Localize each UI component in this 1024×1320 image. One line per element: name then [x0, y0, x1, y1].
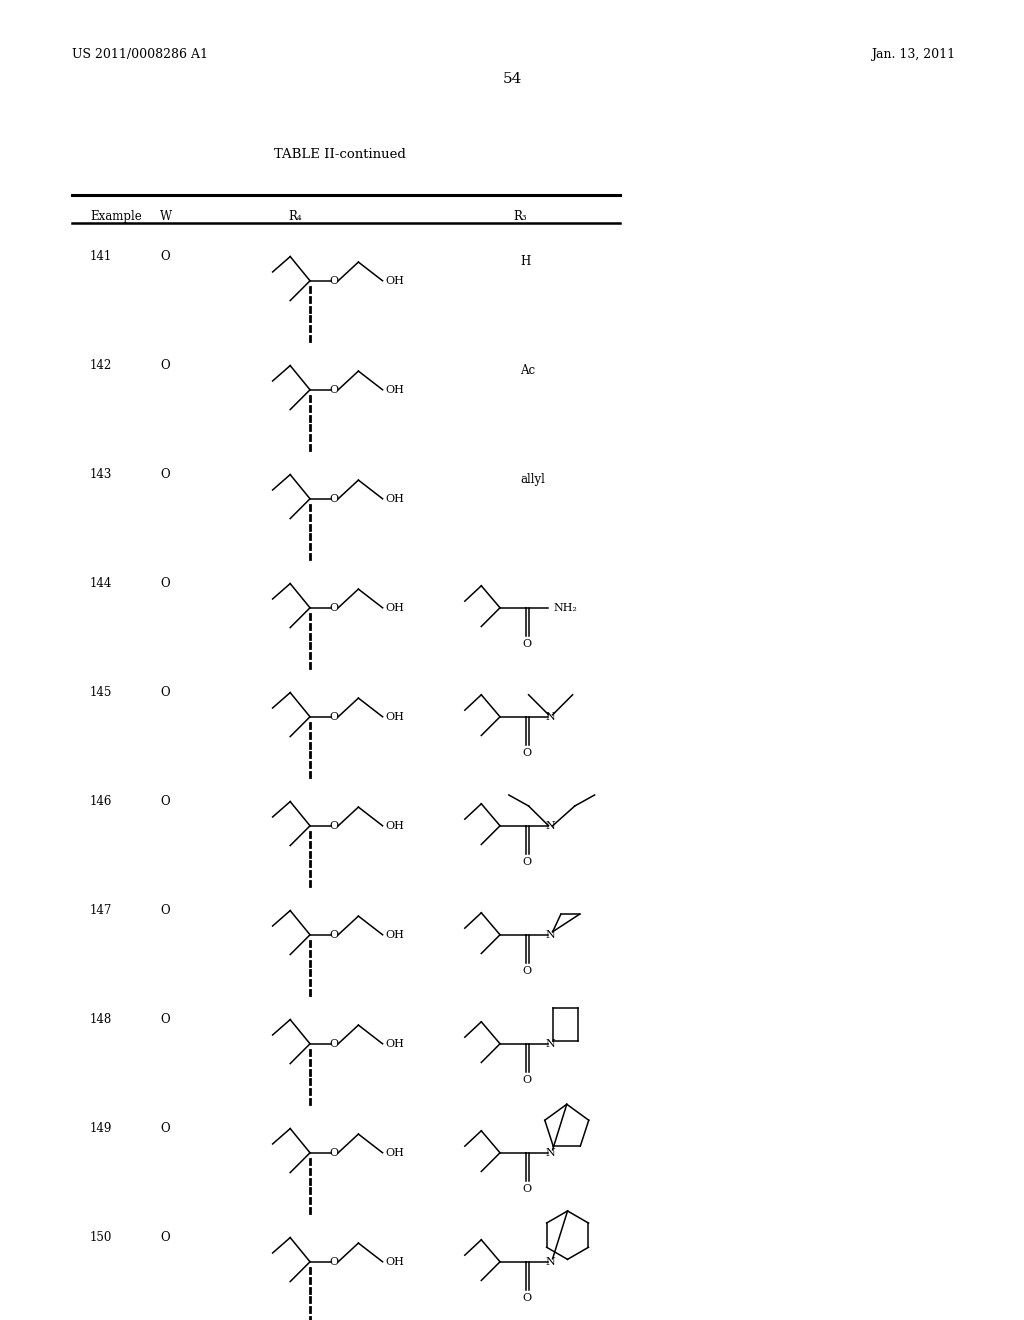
Text: OH: OH — [386, 494, 404, 504]
Text: OH: OH — [386, 711, 404, 722]
Text: O: O — [160, 1232, 170, 1243]
Text: OH: OH — [386, 1148, 404, 1158]
Text: Example: Example — [90, 210, 141, 223]
Text: O: O — [523, 1074, 531, 1085]
Text: 146: 146 — [90, 795, 113, 808]
Text: N: N — [546, 1039, 555, 1049]
Text: Ac: Ac — [520, 364, 536, 378]
Text: O: O — [160, 249, 170, 263]
Text: OH: OH — [386, 603, 404, 612]
Text: 142: 142 — [90, 359, 113, 372]
Text: OH: OH — [386, 385, 404, 395]
Text: O: O — [160, 469, 170, 480]
Text: Jan. 13, 2011: Jan. 13, 2011 — [870, 48, 955, 61]
Text: O: O — [160, 1012, 170, 1026]
Text: O: O — [330, 1039, 339, 1049]
Text: R₄: R₄ — [288, 210, 302, 223]
Text: 54: 54 — [503, 73, 521, 86]
Text: O: O — [160, 904, 170, 917]
Text: allyl: allyl — [520, 473, 545, 486]
Text: O: O — [330, 385, 339, 395]
Text: OH: OH — [386, 276, 404, 286]
Text: 149: 149 — [90, 1122, 113, 1135]
Text: N: N — [546, 1257, 555, 1267]
Text: 144: 144 — [90, 577, 113, 590]
Text: 150: 150 — [90, 1232, 113, 1243]
Text: O: O — [330, 929, 339, 940]
Text: 141: 141 — [90, 249, 113, 263]
Text: O: O — [160, 577, 170, 590]
Text: O: O — [160, 686, 170, 700]
Text: N: N — [546, 929, 555, 940]
Text: O: O — [523, 1184, 531, 1193]
Text: O: O — [160, 1122, 170, 1135]
Text: O: O — [330, 821, 339, 830]
Text: O: O — [160, 359, 170, 372]
Text: 148: 148 — [90, 1012, 113, 1026]
Text: O: O — [523, 1292, 531, 1303]
Text: O: O — [330, 603, 339, 612]
Text: O: O — [523, 639, 531, 648]
Text: O: O — [330, 494, 339, 504]
Text: N: N — [546, 711, 555, 722]
Text: O: O — [523, 966, 531, 975]
Text: 145: 145 — [90, 686, 113, 700]
Text: H: H — [520, 255, 530, 268]
Text: N: N — [546, 1148, 555, 1158]
Text: O: O — [160, 795, 170, 808]
Text: NH₂: NH₂ — [554, 603, 578, 612]
Text: W: W — [160, 210, 172, 223]
Text: TABLE II-continued: TABLE II-continued — [274, 148, 406, 161]
Text: O: O — [330, 276, 339, 286]
Text: US 2011/0008286 A1: US 2011/0008286 A1 — [72, 48, 208, 61]
Text: O: O — [330, 711, 339, 722]
Text: 143: 143 — [90, 469, 113, 480]
Text: N: N — [546, 821, 555, 830]
Text: OH: OH — [386, 1039, 404, 1049]
Text: OH: OH — [386, 929, 404, 940]
Text: OH: OH — [386, 821, 404, 830]
Text: O: O — [330, 1257, 339, 1267]
Text: O: O — [330, 1148, 339, 1158]
Text: R₃: R₃ — [513, 210, 526, 223]
Text: O: O — [523, 747, 531, 758]
Text: O: O — [523, 857, 531, 866]
Text: OH: OH — [386, 1257, 404, 1267]
Text: 147: 147 — [90, 904, 113, 917]
